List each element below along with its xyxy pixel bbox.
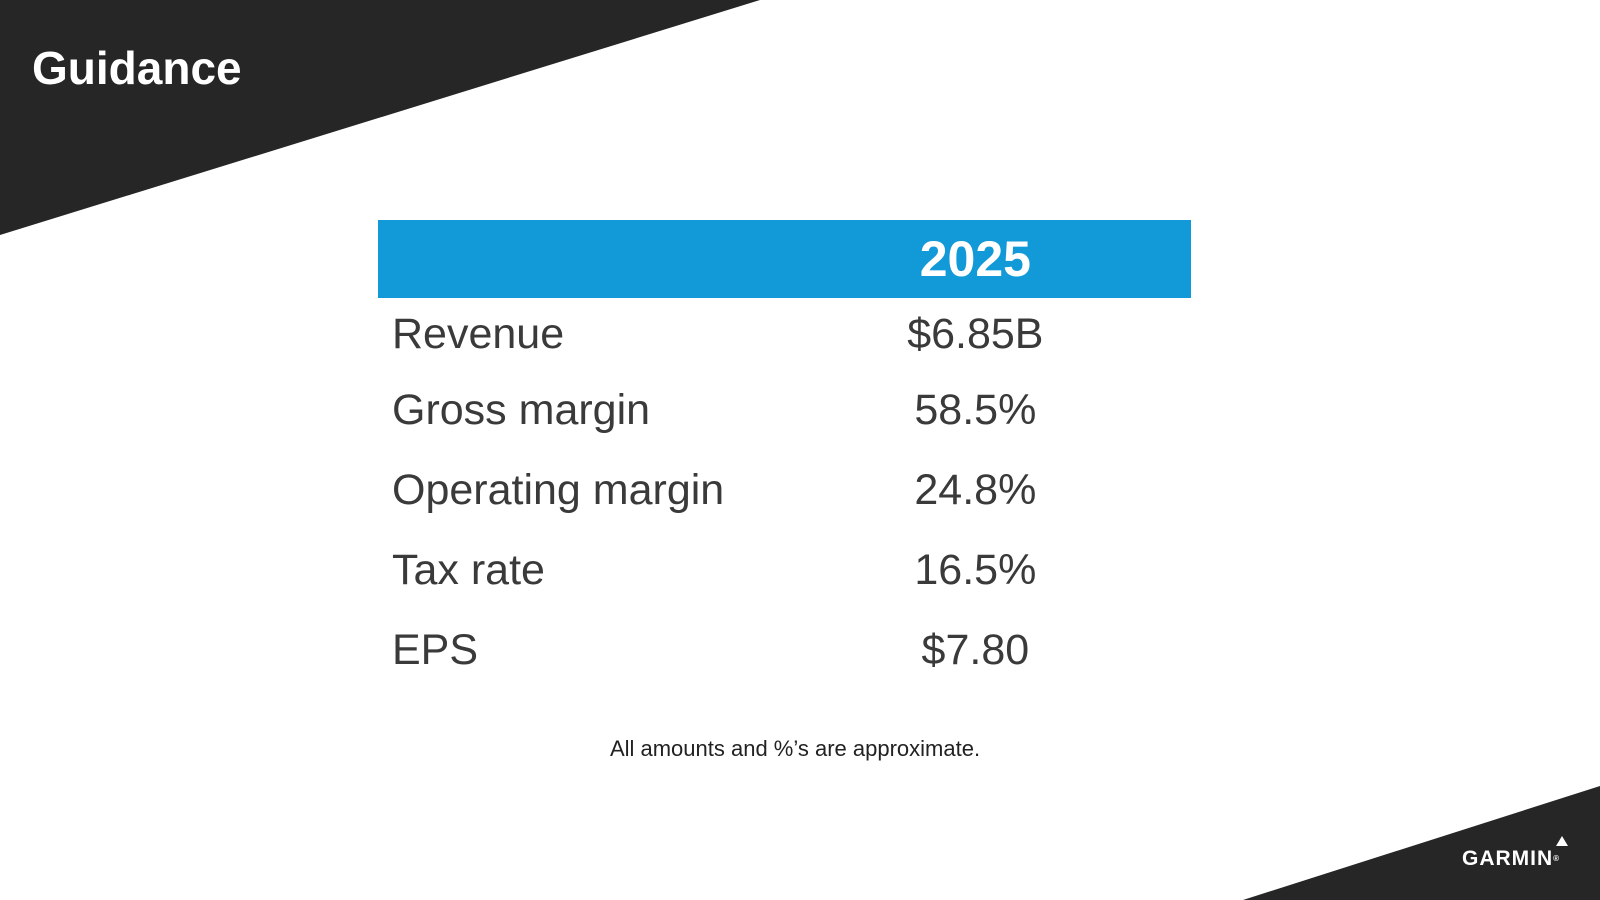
table-row: Operating margin 24.8% bbox=[378, 450, 1191, 530]
row-value-revenue: $6.85B bbox=[907, 309, 1044, 358]
footnote: All amounts and %’s are approximate. bbox=[609, 736, 981, 761]
guidance-table: 2025 Revenue $6.85B Gross margin 58.5% O… bbox=[378, 220, 1191, 690]
row-value-tax-rate: 16.5% bbox=[914, 545, 1037, 594]
table-row: EPS $7.80 bbox=[378, 610, 1191, 690]
header-pad-cell bbox=[1123, 220, 1191, 298]
logo-text: GARMIN bbox=[1462, 847, 1554, 870]
row-label-gross-margin: Gross margin bbox=[392, 385, 651, 434]
table-header-row: 2025 bbox=[378, 220, 1191, 298]
logo-triangle-icon bbox=[1556, 836, 1568, 846]
row-label-tax-rate: Tax rate bbox=[392, 545, 545, 594]
row-value-operating-margin: 24.8% bbox=[914, 465, 1037, 514]
bottom-right-dark-band bbox=[1243, 786, 1600, 900]
garmin-logo: GARMIN® bbox=[1462, 836, 1578, 876]
header-blank-cell bbox=[378, 220, 828, 298]
row-label-eps: EPS bbox=[392, 625, 479, 674]
row-value-eps: $7.80 bbox=[921, 625, 1030, 674]
row-value-gross-margin: 58.5% bbox=[914, 385, 1037, 434]
registered-mark: ® bbox=[1553, 854, 1560, 863]
logo-wordmark: GARMIN® bbox=[1462, 848, 1559, 870]
table-row: Tax rate 16.5% bbox=[378, 530, 1191, 610]
table-row: Revenue $6.85B bbox=[378, 298, 1191, 370]
table-row: Gross margin 58.5% bbox=[378, 370, 1191, 450]
page-title: Guidance bbox=[32, 42, 242, 94]
row-label-revenue: Revenue bbox=[392, 309, 565, 358]
year-header: 2025 bbox=[827, 220, 1123, 298]
row-label-operating-margin: Operating margin bbox=[392, 465, 725, 514]
top-left-dark-band bbox=[0, 0, 760, 235]
